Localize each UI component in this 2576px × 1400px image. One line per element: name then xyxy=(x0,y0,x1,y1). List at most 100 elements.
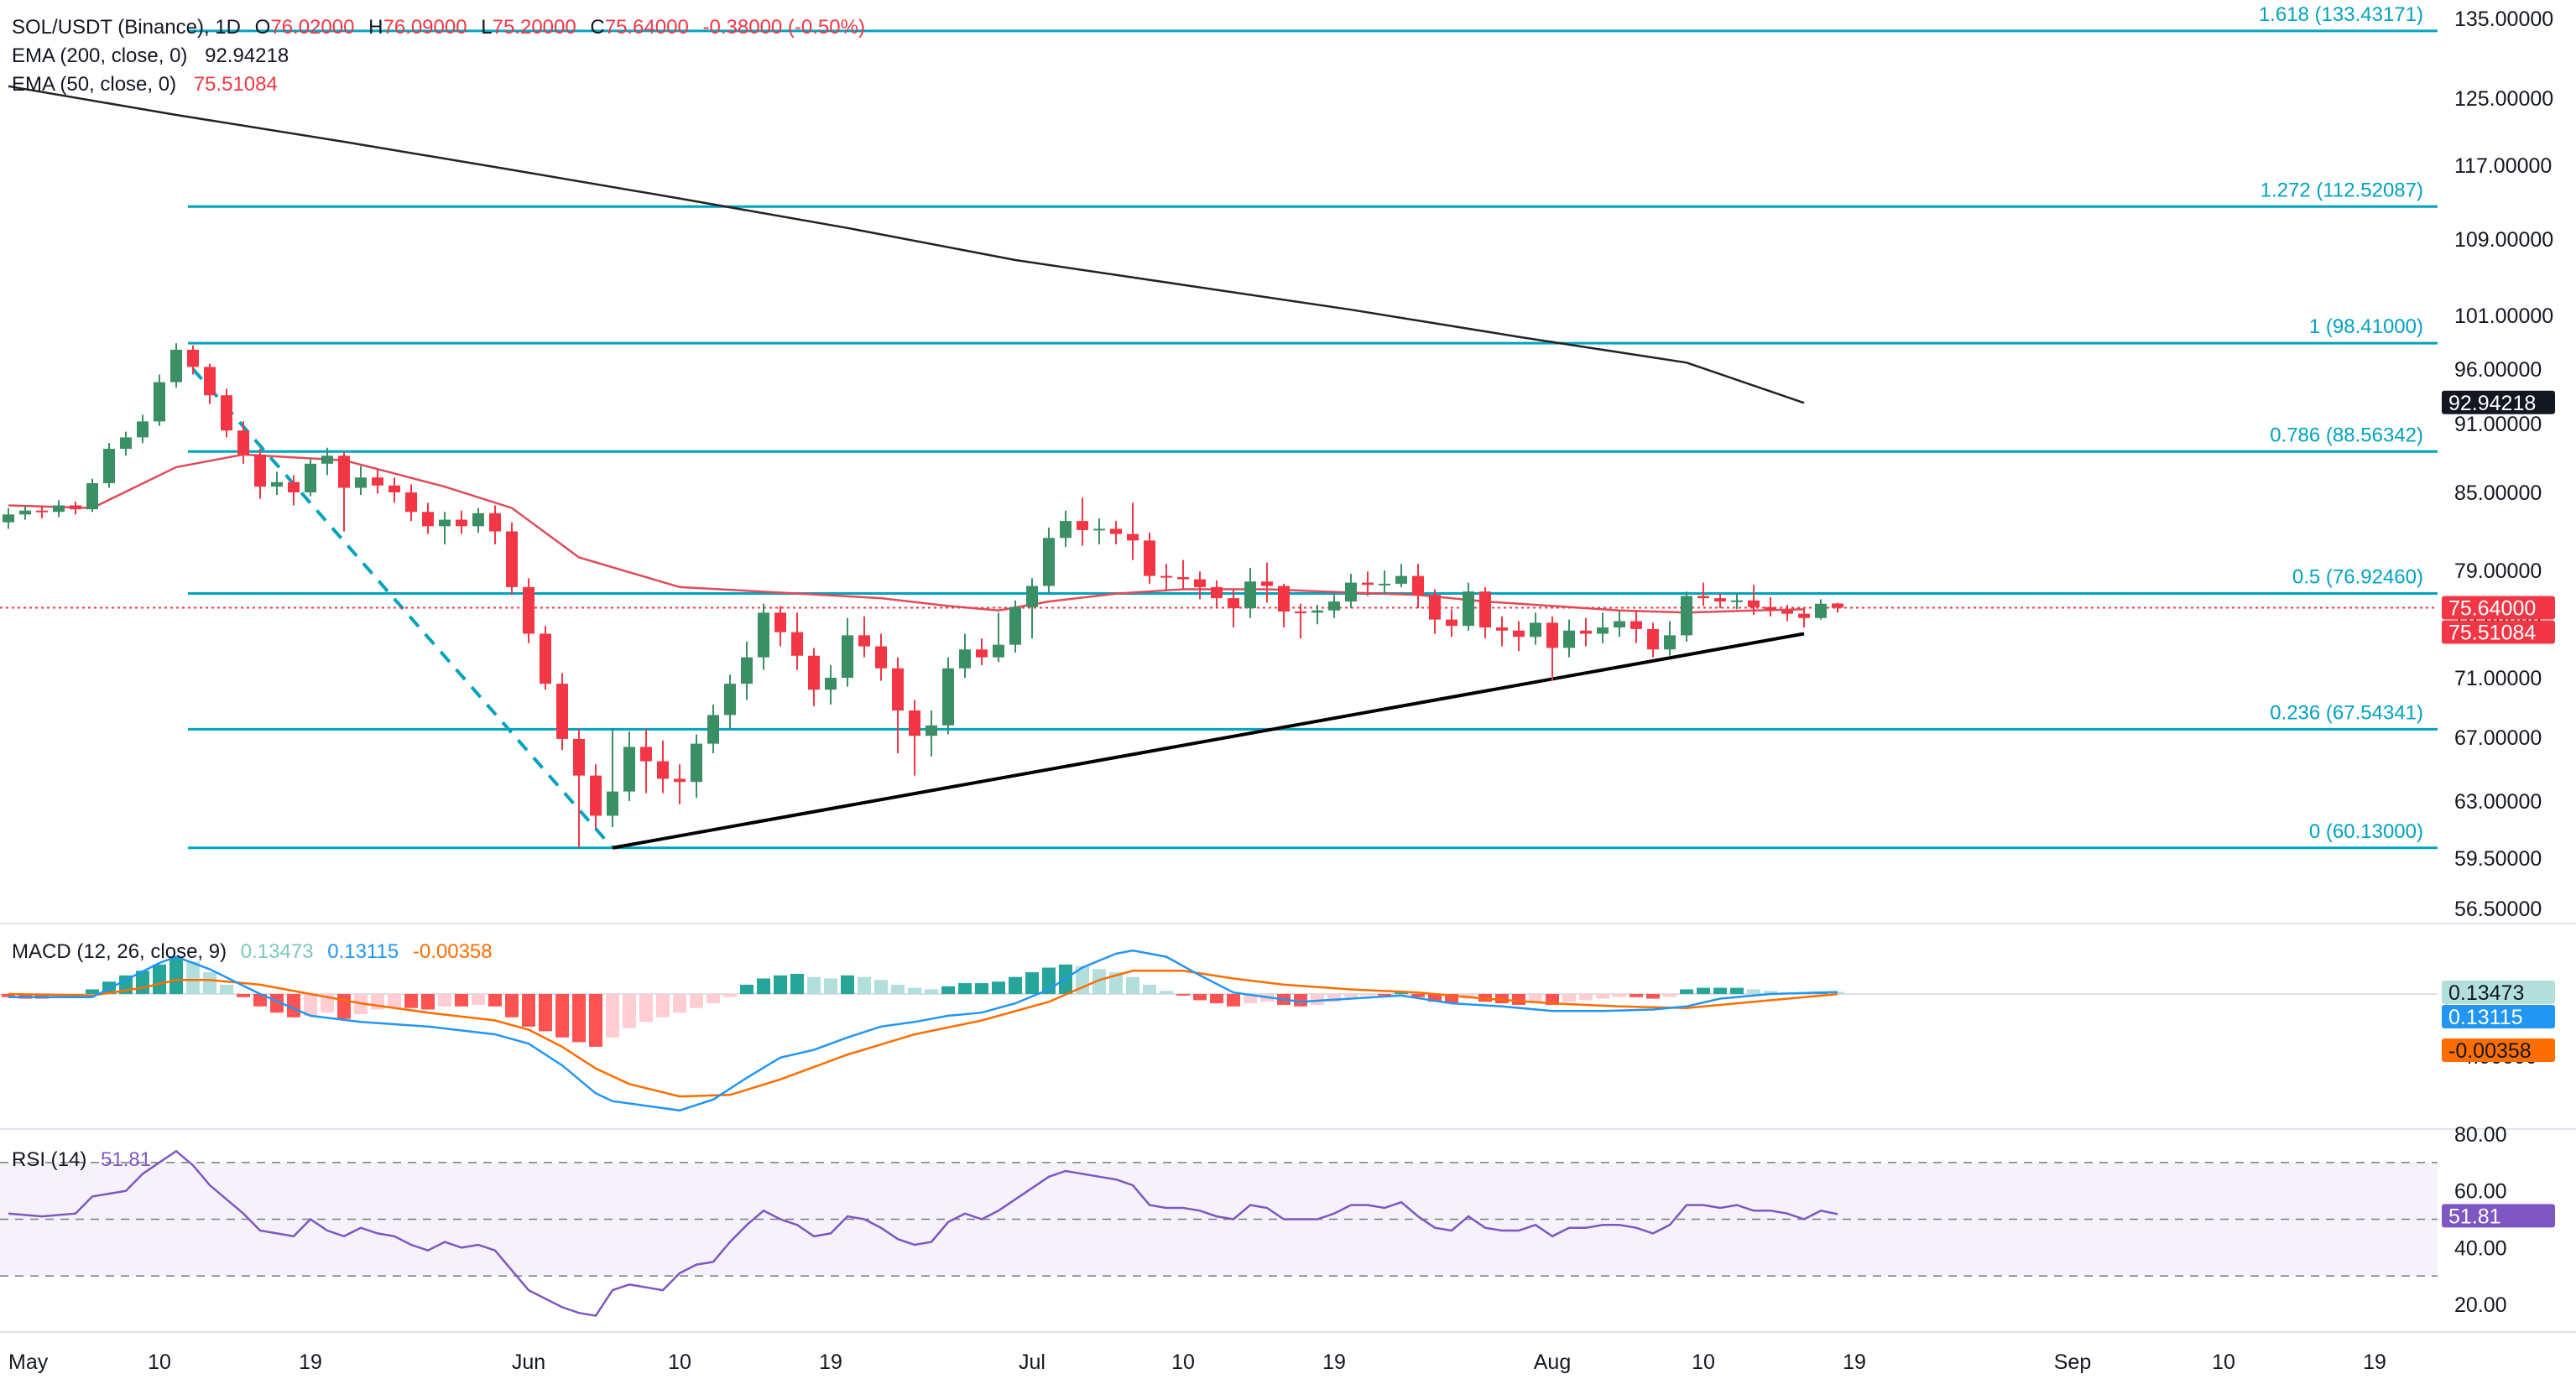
price-tick-label: 125.00000 xyxy=(2454,87,2553,111)
low-value: 75.20000 xyxy=(493,16,576,39)
macd-value-badge: -0.00358 xyxy=(2448,1039,2532,1063)
macd-histogram-bar xyxy=(1092,969,1106,994)
macd-histogram-bar xyxy=(1109,972,1123,994)
macd-histogram-bar xyxy=(1176,994,1190,996)
macd-histogram-bar xyxy=(1361,994,1374,996)
macd-line xyxy=(8,949,1838,1112)
macd-histogram-bar xyxy=(203,972,216,994)
price-tick-label: 96.00000 xyxy=(2454,358,2542,382)
candle-body xyxy=(388,485,400,492)
ema200-label: EMA (200, close, 0) xyxy=(12,44,187,67)
candle-body xyxy=(623,747,635,792)
last-price-badge: 75.64000 xyxy=(2448,597,2536,621)
macd-histogram-bar xyxy=(1697,987,1710,994)
candle-body xyxy=(187,349,199,367)
candle-body xyxy=(254,454,266,487)
candle-body xyxy=(1412,575,1424,596)
candle-body xyxy=(1681,596,1692,636)
rsi-value-badge: 51.81 xyxy=(2448,1205,2501,1228)
candle-body xyxy=(976,649,988,658)
macd-histogram-bar xyxy=(1143,984,1156,994)
candle-body xyxy=(355,477,367,488)
price-tick-label: 79.00000 xyxy=(2454,559,2542,583)
candle-body xyxy=(774,612,786,632)
ema50-value: 75.51084 xyxy=(194,73,278,96)
candle-body xyxy=(1513,630,1525,638)
macd-histogram-bar xyxy=(723,994,737,997)
candle-body xyxy=(1731,600,1743,602)
price-pane[interactable]: 1.618 (133.43171) 1.272 (112.52087) 1 (98.… xyxy=(0,3,2576,924)
candle-body xyxy=(707,715,719,744)
candle-body xyxy=(103,449,115,484)
candle-body xyxy=(1580,630,1592,634)
price-tick-label: 67.00000 xyxy=(2454,726,2542,750)
macd-histogram-bar xyxy=(1529,994,1542,1002)
time-tick-label: 19 xyxy=(819,1351,842,1374)
macd-histogram-bar xyxy=(925,989,938,994)
rsi-tick-label: 20.00 xyxy=(2454,1293,2507,1317)
candle-body xyxy=(1563,630,1575,648)
candle-body xyxy=(842,635,853,678)
macd-histogram-bar xyxy=(388,994,401,1008)
candle-body xyxy=(1110,528,1122,534)
macd-histogram-bar xyxy=(740,984,754,994)
macd-histogram-bar xyxy=(757,978,770,994)
svg-text:MACD (12, 26, close, 9): MACD (12, 26, close, 9) 0.13473 0.13115 … xyxy=(12,940,493,963)
macd-hist-value: 0.13473 xyxy=(241,940,314,963)
macd-value-badge: 0.13115 xyxy=(2448,1006,2523,1029)
macd-histogram-bar xyxy=(656,994,670,1017)
candle-body xyxy=(640,747,652,762)
candle-body xyxy=(154,382,165,422)
time-tick-label: 19 xyxy=(299,1351,322,1374)
time-axis[interactable]: May 10 19 Jun 10 19 Jul 10 19 Aug 10 19 Sep 10 19 xyxy=(8,1351,2386,1374)
macd-histogram-bar xyxy=(220,984,233,994)
macd-histogram-bar xyxy=(1445,994,1458,1004)
macd-histogram-bar xyxy=(438,994,451,1007)
macd-histogram-bar xyxy=(421,994,435,1010)
macd-histogram-bar xyxy=(623,994,636,1028)
macd-histogram-bar xyxy=(1747,989,1760,994)
macd-histogram-bar xyxy=(707,994,720,1004)
macd-histogram-bar xyxy=(774,975,787,994)
candle-body xyxy=(221,395,232,431)
candle-body xyxy=(1647,628,1659,650)
time-tick-label: Sep xyxy=(2054,1351,2091,1374)
candle-body xyxy=(321,455,333,464)
macd-histogram-bar xyxy=(1663,994,1676,997)
fib-swing-line xyxy=(191,367,614,850)
macd-histogram-bar xyxy=(153,964,166,994)
macd-histogram-bar xyxy=(958,983,972,994)
macd-histogram-bar xyxy=(1680,989,1693,994)
rsi-pane[interactable]: 80.00 60.00 40.00 20.00 51.81 xyxy=(0,1123,2576,1333)
macd-line-value: 0.13115 xyxy=(327,940,399,963)
candle-body xyxy=(1781,610,1793,614)
macd-histogram-bar xyxy=(1562,994,1576,1002)
candle-body xyxy=(405,492,417,513)
candle-body xyxy=(1261,581,1273,586)
macd-histogram-bar xyxy=(673,994,686,1013)
candle-body xyxy=(1664,635,1676,650)
macd-histogram-bar xyxy=(1025,972,1039,994)
candle-body xyxy=(271,481,283,487)
high-label: H xyxy=(368,16,383,39)
macd-histogram-bar xyxy=(1613,994,1626,997)
macd-histogram-bar xyxy=(253,994,267,1007)
macd-histogram-bar xyxy=(1713,987,1727,994)
macd-histogram-bar xyxy=(1730,987,1744,994)
candle-body xyxy=(456,519,467,527)
candle-body xyxy=(942,668,954,726)
candle-body xyxy=(573,738,585,776)
macd-histogram-bar xyxy=(941,986,955,994)
ema200-value: 92.94218 xyxy=(205,44,289,67)
candle-body xyxy=(1194,579,1206,587)
time-tick-label: Aug xyxy=(1534,1351,1571,1374)
candle-body xyxy=(691,743,702,783)
candle-body xyxy=(137,421,149,438)
price-tick-label: 63.00000 xyxy=(2454,790,2542,814)
macd-histogram-bar xyxy=(287,994,300,1017)
price-tick-label: 101.00000 xyxy=(2454,304,2553,328)
macd-histogram-bar xyxy=(472,994,485,1005)
rsi-tick-label: 60.00 xyxy=(2454,1180,2507,1204)
